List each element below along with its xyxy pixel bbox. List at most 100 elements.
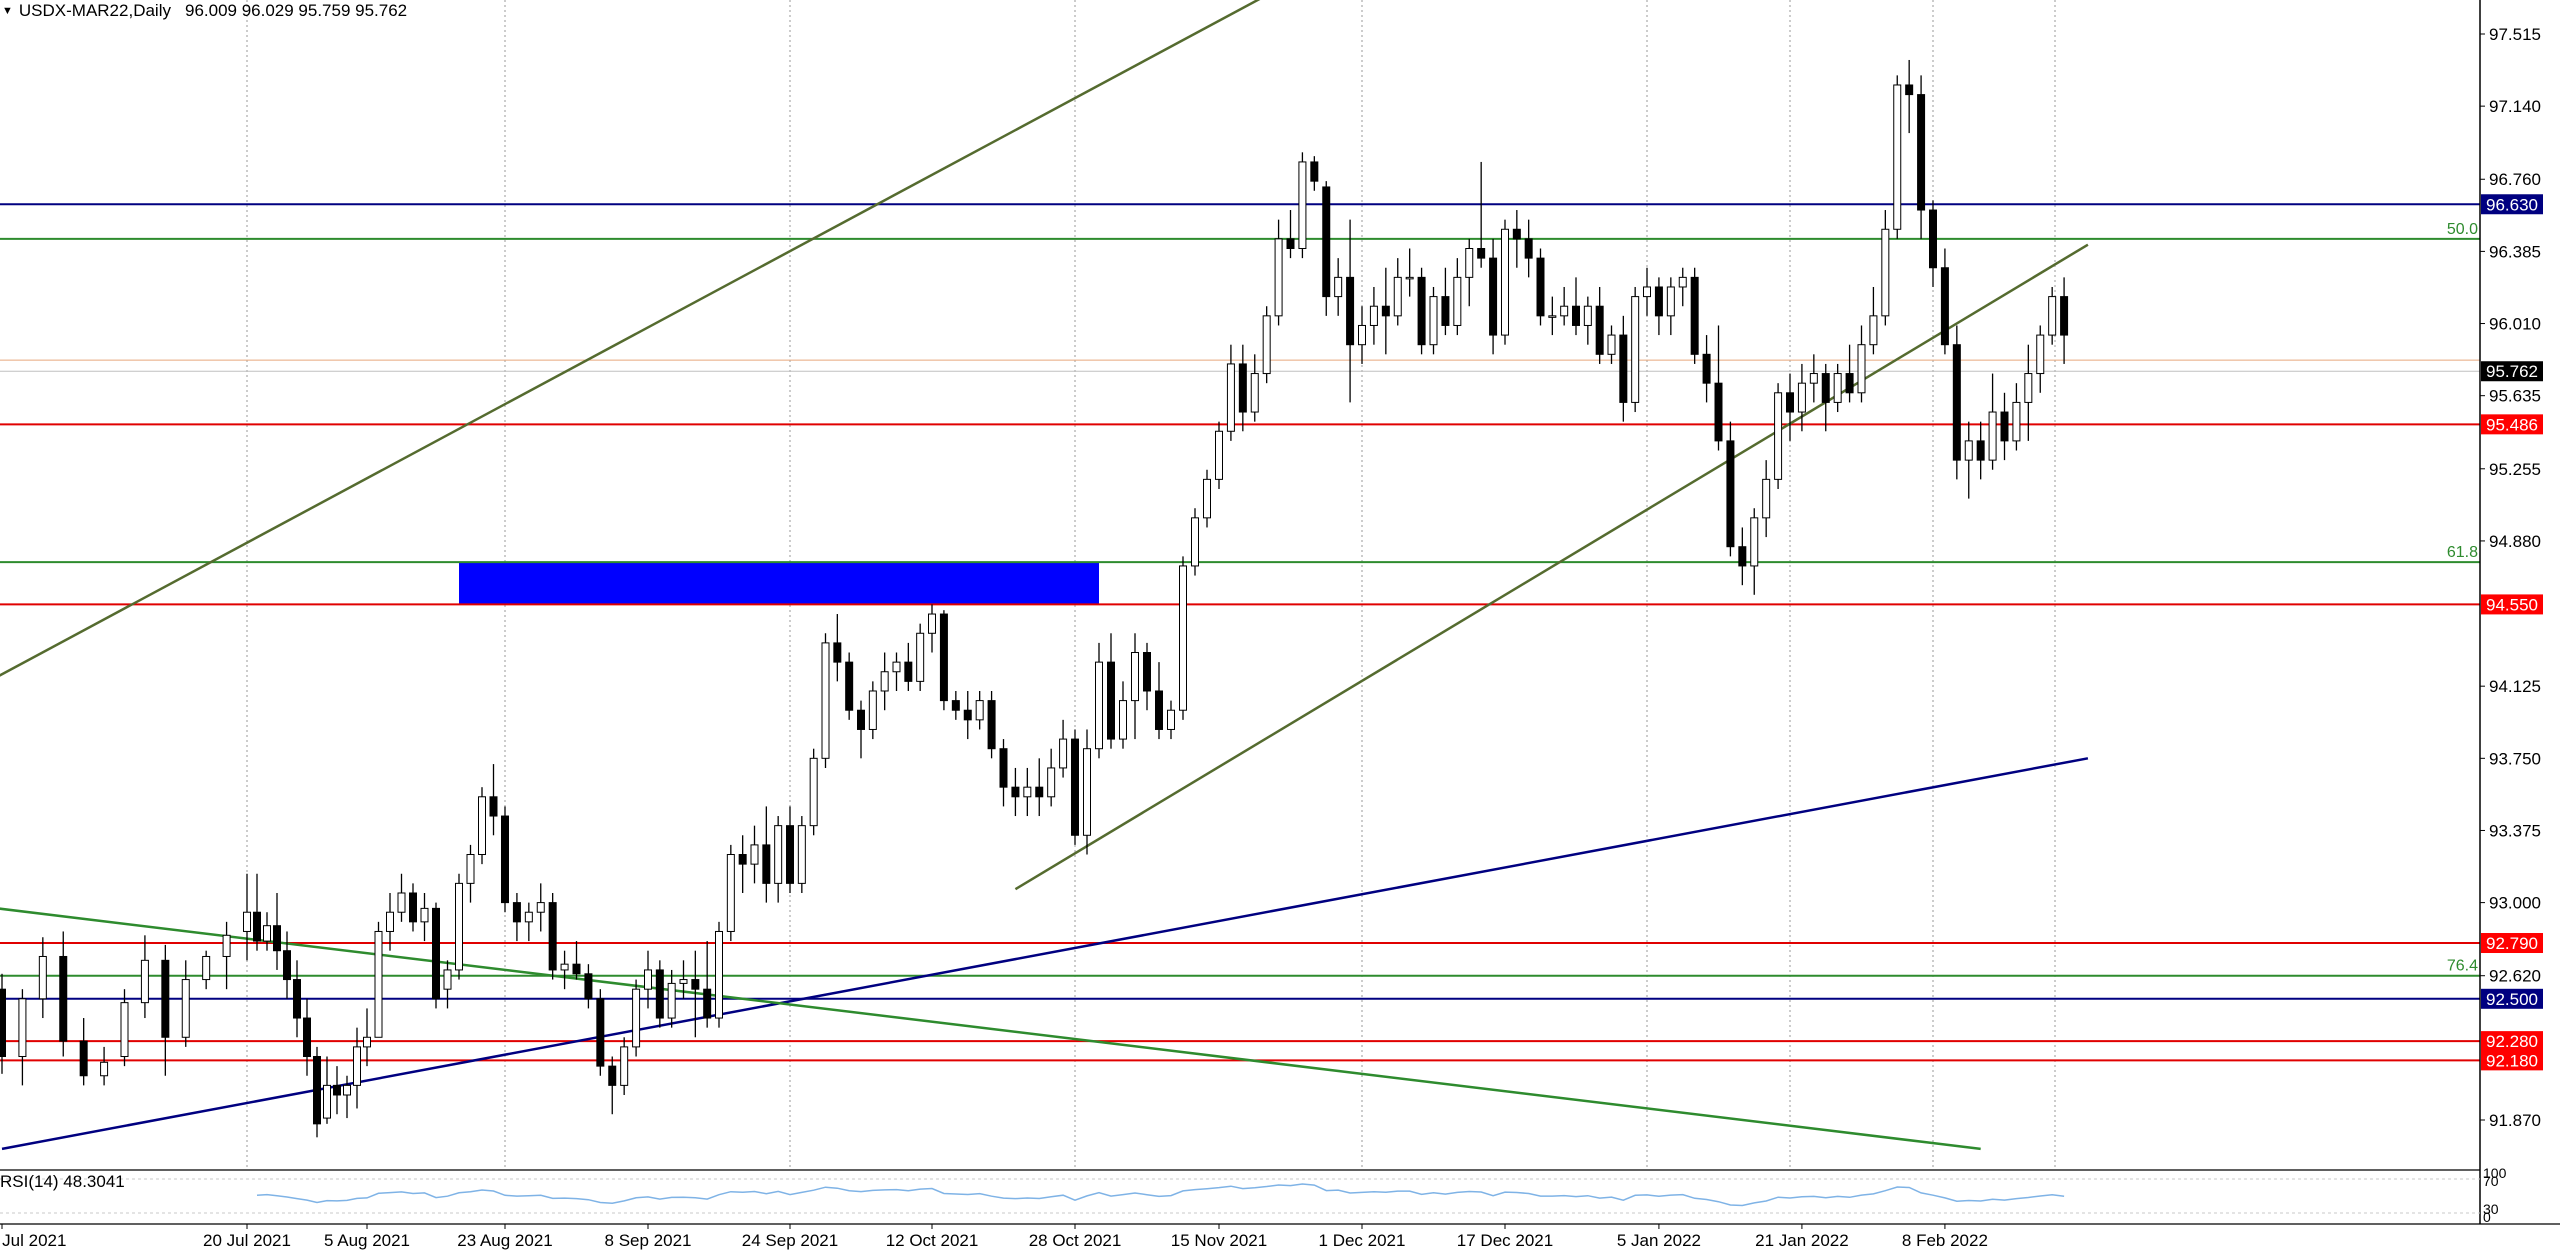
trendlines: [0, 0, 2089, 1151]
candle-body-bull: [916, 632, 925, 682]
candle-body-bear: [1536, 257, 1545, 317]
candle-body-bear: [786, 825, 794, 884]
candle-body-bear: [1572, 305, 1580, 326]
candle: [1833, 363, 1842, 413]
candle-body-bull: [667, 982, 676, 1019]
candle: [1881, 210, 1890, 326]
candle: [1512, 210, 1521, 268]
candle-body-bear: [59, 955, 68, 1042]
candle-body-bull: [797, 825, 806, 884]
candle: [655, 960, 664, 1028]
candle-body-bull: [374, 930, 383, 1038]
candle: [1191, 508, 1199, 576]
collapse-triangle-icon[interactable]: ▼: [2, 5, 13, 17]
candle: [1869, 286, 1878, 355]
candle-body-bear: [1905, 84, 1914, 96]
candle: [333, 1066, 341, 1115]
candle: [892, 652, 901, 691]
candle-body-bull: [1762, 478, 1771, 519]
candle-body-bull: [1809, 373, 1818, 384]
candle: [928, 604, 936, 653]
price-tick-label: 97.140: [2489, 97, 2541, 116]
candle-body-bull: [1250, 373, 1259, 413]
level-badge: [2481, 933, 2543, 954]
trendline: [1014, 243, 2089, 891]
candle: [1286, 210, 1295, 259]
candle: [750, 825, 759, 884]
candle: [1393, 258, 1402, 326]
candle-body-bear: [79, 1040, 88, 1077]
candle-body-bear: [904, 661, 913, 682]
level-badges: 96.630 95.486 94.550 92.790 92.500 92.28092.1…: [2481, 194, 2543, 1071]
candle-body-bull: [1964, 440, 1973, 461]
candle-body-bull: [100, 1061, 109, 1077]
candle-body-bull: [1631, 296, 1640, 403]
candle-body-bear: [1821, 373, 1830, 403]
candle: [409, 883, 417, 932]
candle: [353, 1027, 361, 1109]
date-tick-label: 17 Dec 2021: [1457, 1231, 1553, 1250]
candle-body-bear: [845, 661, 854, 711]
candle: [1155, 662, 1163, 740]
rsi-indicator-label: RSI(14) 48.3041: [0, 1172, 125, 1191]
candle: [1381, 267, 1390, 355]
candle-body-bull: [1988, 411, 1997, 461]
candle-body-bull: [1059, 738, 1068, 769]
candle-body-bull: [202, 955, 211, 981]
candle-body-bear: [1107, 661, 1115, 740]
candle-body-bear: [293, 979, 301, 1019]
candle-body-bull: [928, 613, 936, 634]
date-tick-label: 24 Sep 2021: [742, 1231, 838, 1250]
candle: [1477, 161, 1486, 268]
candle-body-bull: [1203, 478, 1211, 519]
candle: [1702, 335, 1711, 403]
candle: [1143, 642, 1151, 711]
candle: [1059, 719, 1068, 778]
candle-body-bear: [1011, 786, 1020, 798]
candle-body-bear: [1738, 546, 1747, 567]
candle-body-bull: [353, 1046, 361, 1086]
candle-body-bull: [975, 700, 984, 721]
candle: [1821, 363, 1830, 432]
candle-body-bull: [1583, 305, 1592, 326]
candle: [363, 1008, 371, 1067]
candle: [548, 892, 557, 980]
level-badge-text: 94.550: [2486, 595, 2538, 614]
candle-body-bull: [18, 998, 27, 1058]
candle: [1250, 354, 1259, 422]
candle: [987, 690, 996, 759]
candle-body-bull: [620, 1046, 629, 1086]
candle-body-bull: [466, 854, 475, 884]
candle-body-bull: [868, 690, 877, 730]
candle-body-bear: [1654, 286, 1663, 317]
candle-body-bear: [512, 902, 521, 923]
candle: [59, 931, 68, 1057]
candle-body-bull: [1869, 315, 1878, 346]
rsi-scale-label: 70: [2483, 1173, 2499, 1189]
candle-body-bear: [691, 979, 700, 990]
candle: [140, 935, 149, 1019]
candle-body-bull: [1131, 652, 1139, 702]
fib-label: 61.8: [2447, 544, 2478, 561]
candle: [397, 873, 406, 922]
trendline: [0, 0, 1261, 677]
date-tick-label: 2 Jul 2021: [0, 1231, 66, 1250]
candle-body-bull: [38, 955, 47, 1000]
candle: [466, 844, 475, 903]
candle-body-bear: [0, 988, 6, 1058]
price-tick-label: 93.375: [2489, 821, 2541, 840]
candle: [726, 844, 735, 942]
candle: [1654, 277, 1663, 336]
candle-body-bear: [596, 998, 605, 1067]
candle-body-bull: [363, 1036, 371, 1048]
candle: [833, 614, 842, 682]
candle-body-bull: [1083, 748, 1091, 836]
candle: [679, 960, 688, 999]
candle: [608, 1056, 617, 1115]
candle-body-bull: [1369, 305, 1378, 326]
candle: [273, 892, 281, 970]
candle-body-bear: [1441, 296, 1450, 326]
candle: [243, 873, 251, 961]
candle-body-bear: [432, 907, 440, 1000]
